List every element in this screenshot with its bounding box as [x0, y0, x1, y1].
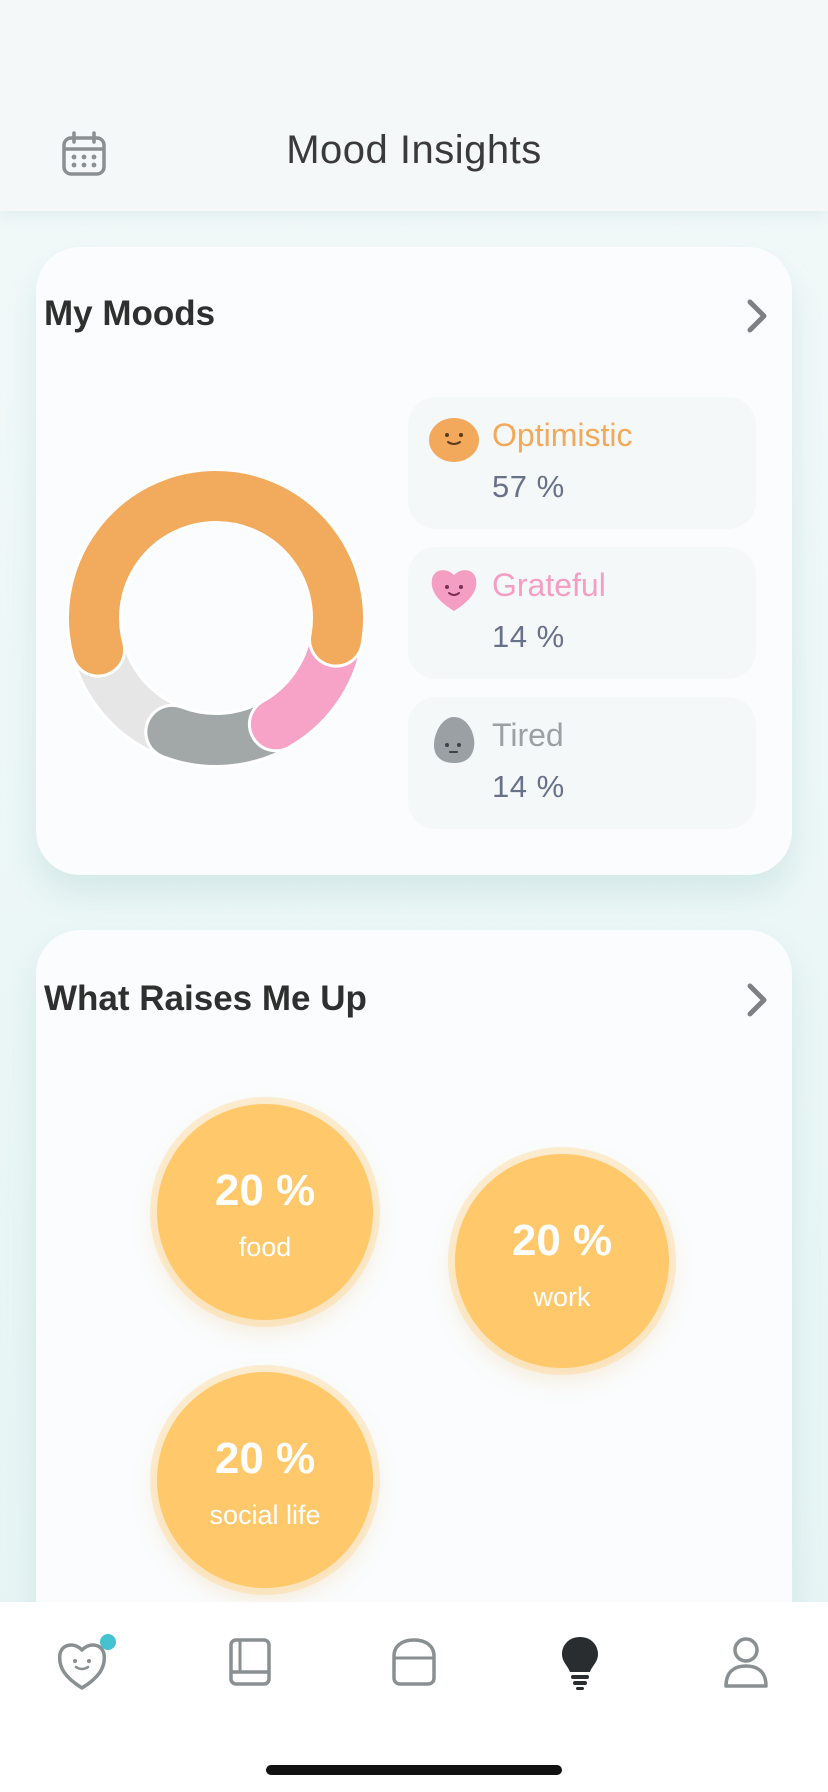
my-moods-title: My Moods — [44, 294, 216, 333]
notification-badge — [100, 1634, 116, 1650]
tab-journal[interactable] — [222, 1634, 278, 1690]
donut-segment-optimistic — [69, 471, 363, 675]
tab-mood-home[interactable] — [54, 1634, 116, 1690]
chevron-right-icon[interactable] — [742, 980, 772, 1020]
optimistic-face-icon — [428, 415, 480, 465]
mood-item-tired[interactable]: Tired 14 % — [408, 697, 756, 829]
tab-bar — [0, 1602, 828, 1792]
bubble-label: food — [238, 1232, 292, 1262]
tired-face-icon — [428, 715, 480, 765]
tab-device[interactable] — [386, 1634, 442, 1690]
bubble-label: work — [533, 1282, 591, 1312]
heart-face-icon — [57, 1634, 116, 1690]
home-indicator[interactable] — [266, 1765, 562, 1775]
mood-percent: 14 % — [492, 769, 565, 804]
tab-insights[interactable] — [552, 1634, 608, 1690]
raises-me-up-title: What Raises Me Up — [44, 979, 367, 1018]
mood-item-grateful[interactable]: Grateful 14 % — [408, 547, 756, 679]
bubble-percent: 20 % — [214, 1434, 316, 1483]
mood-label: Grateful — [492, 567, 606, 603]
device-icon — [392, 1638, 436, 1686]
mood-donut-chart — [66, 468, 366, 768]
grateful-heart-icon — [428, 565, 480, 615]
bubble-label: social life — [209, 1500, 321, 1530]
bubble-food[interactable]: 20 % food — [157, 1104, 373, 1320]
bubble-work[interactable]: 20 % work — [455, 1154, 669, 1368]
bubble-percent: 20 % — [511, 1216, 613, 1265]
calendar-icon[interactable] — [58, 128, 110, 180]
lightbulb-icon — [562, 1637, 598, 1690]
tab-profile[interactable] — [718, 1634, 774, 1690]
bubble-social-life[interactable]: 20 % social life — [157, 1372, 373, 1588]
bubble-percent: 20 % — [214, 1166, 316, 1215]
page-title: Mood Insights — [286, 128, 542, 172]
profile-icon — [724, 1637, 768, 1688]
app-header — [0, 0, 828, 211]
mood-item-optimistic[interactable]: Optimistic 57 % — [408, 397, 756, 529]
journal-book-icon — [229, 1638, 271, 1686]
mood-percent: 57 % — [492, 469, 565, 504]
chevron-right-icon[interactable] — [742, 296, 772, 336]
mood-percent: 14 % — [492, 619, 565, 654]
mood-label: Optimistic — [492, 417, 633, 453]
mood-label: Tired — [492, 717, 564, 753]
